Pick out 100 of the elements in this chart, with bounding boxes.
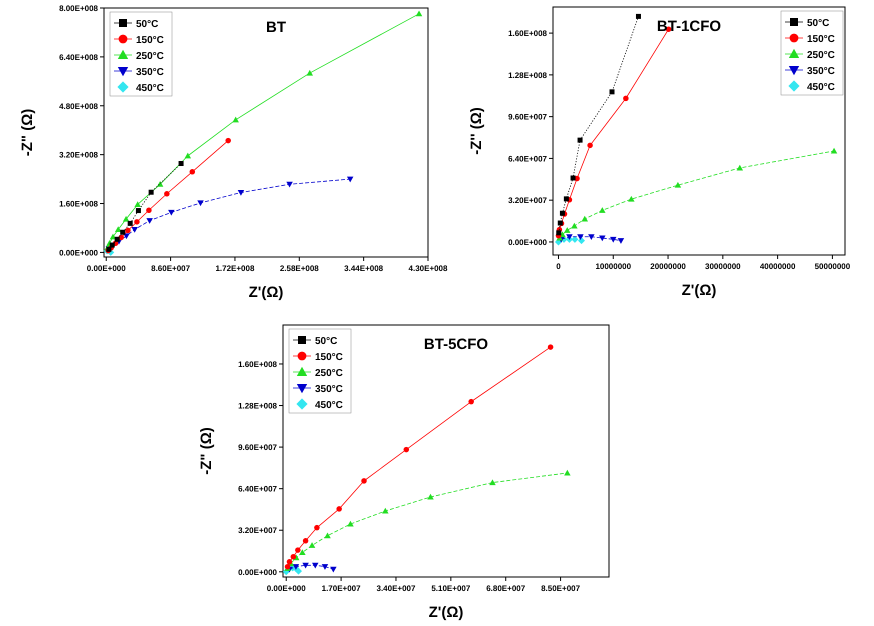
y-tick-label: 0.00E+000 [59,248,99,258]
text: BT [266,19,286,36]
x-tick-label: 50000000 [814,262,851,271]
y-tick-label: 1.60E+008 [238,360,278,369]
point [302,562,309,569]
point [290,554,296,560]
legend-label: 250°C [807,50,835,61]
x-tick-label: 5.10E+007 [431,584,471,593]
point [336,506,342,512]
point [566,234,573,240]
x-tick-label: 40000000 [760,262,796,271]
point [548,344,554,350]
point [114,236,120,242]
y-tick-label: 0.00E+000 [238,568,278,577]
point [564,227,570,233]
point [120,230,126,235]
point [324,532,331,538]
point [122,216,130,222]
legend-label: 50°C [315,336,338,347]
point [582,216,588,222]
y-tick-label: 4.80E+008 [59,102,99,111]
y-axis-title: -Z" (Ω) [198,427,215,475]
point [347,520,354,526]
point [564,470,571,476]
point [134,201,141,207]
legend-label: 250°C [315,368,343,379]
x-tick-label: 0 [556,262,562,271]
point [618,238,624,244]
y-tick-label: 3.20E+007 [238,526,278,536]
x-tick-label: 2.58E+008 [280,264,320,273]
point [131,227,138,233]
point [286,182,293,188]
y-axis-title: -Z" (Ω) [19,108,36,156]
point [578,138,583,143]
x-tick-label: 4.30E+008 [408,264,448,273]
x-tick-label: 8.60E+007 [151,264,191,273]
x-tick-label: 10000000 [595,262,632,271]
point [156,181,164,187]
point [238,190,244,196]
point [299,549,306,555]
point [577,234,584,240]
x-tick-label: 8.50E+007 [541,584,581,593]
y-tick-label: 1.28E+008 [508,70,548,80]
legend-label: 350°C [807,66,835,77]
y-tick-label: 0.00E+000 [508,238,548,247]
point [148,190,154,195]
y-tick-label: 6.40E+007 [238,484,278,494]
point [294,568,302,575]
point [588,234,595,240]
point [736,164,744,170]
point [330,566,337,572]
point [404,446,410,452]
text: BT-5CFO [424,336,488,353]
x-tick-label: 20000000 [650,262,686,271]
point [382,508,389,514]
point [134,219,140,225]
point [302,538,308,544]
y-tick-label: 8.00E+008 [59,4,99,13]
x-tick-label: 3.44E+008 [344,264,384,273]
y-tick-label: 3.20E+008 [59,150,99,160]
point [556,230,562,236]
legend-label: 350°C [315,384,343,395]
x-axis-title: Z'(Ω) [682,282,716,299]
x-tick-label: 6.80E+007 [486,584,526,593]
point [146,218,153,224]
point [571,222,578,229]
x-tick-label: 30000000 [705,262,742,271]
text: BT-1CFO [656,18,722,35]
point [830,148,838,154]
y-tick-label: 6.40E+008 [59,52,99,62]
point [564,196,569,202]
y-tick-label: 9.60E+007 [508,112,548,122]
point [489,479,496,486]
x-tick-label: 1.70E+007 [322,584,362,593]
x-tick-label: 0.00E+000 [266,584,306,593]
point [636,14,641,19]
legend-label: 50°C [807,18,830,29]
point [610,236,617,243]
point [164,191,170,197]
y-tick-label: 1.60E+008 [508,29,548,38]
y-tick-label: 3.20E+007 [508,196,548,206]
point [306,70,314,76]
point [146,208,152,214]
x-tick-label: 0.00E+000 [86,264,126,273]
point [190,169,196,175]
x-axis-title: Z'(Ω) [248,284,284,301]
point [232,116,239,122]
point [628,196,635,202]
y-tick-label: 1.28E+008 [238,402,278,411]
legend-label: 150°C [136,35,164,46]
point [308,542,316,548]
point [674,182,682,188]
point [197,200,204,206]
point [623,96,629,102]
point [295,547,301,553]
point [610,89,615,94]
point [361,478,367,484]
legend-label: 150°C [315,352,343,363]
point [416,10,422,16]
point [136,208,141,214]
